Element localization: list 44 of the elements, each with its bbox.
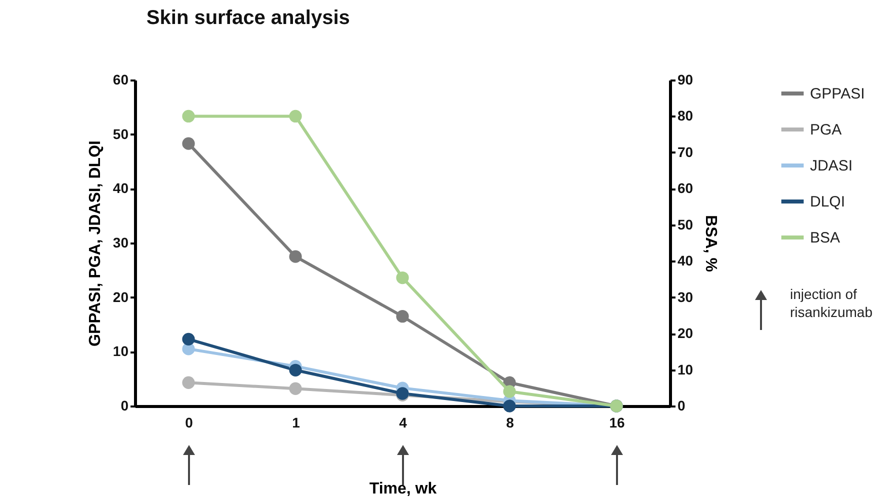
x-tick-label: 1 <box>292 414 300 430</box>
y2-tick-label: 60 <box>678 180 694 196</box>
point <box>182 110 195 123</box>
x-tick-label: 4 <box>399 414 408 430</box>
text: injection of risankizumab <box>790 285 874 321</box>
legend-label: BSA <box>810 230 840 246</box>
y-tick-label: 30 <box>112 234 129 250</box>
point <box>289 364 302 376</box>
point <box>396 310 409 323</box>
y-tick-label: 0 <box>120 398 129 414</box>
x-tick-label: 0 <box>185 414 194 430</box>
legend-label: PGA <box>810 122 842 138</box>
y-tick-label: 50 <box>112 126 129 142</box>
legend-label: JDASI <box>810 158 853 174</box>
y2-tick-label: 80 <box>678 108 694 124</box>
x-tick-label: 8 <box>506 414 514 430</box>
y2-tick-label: 10 <box>678 361 694 378</box>
y-tick-label: 10 <box>112 343 129 360</box>
point <box>396 271 409 284</box>
y2-tick-label: 70 <box>678 144 694 160</box>
y-tick-label: 40 <box>112 180 129 196</box>
y-tick-label: 20 <box>112 288 129 305</box>
y2-tick-label: 40 <box>678 252 694 269</box>
point <box>289 382 302 395</box>
chart-title: Skin surface analysis <box>146 7 350 29</box>
y2-axis-title: BSA, % <box>702 215 720 272</box>
point <box>182 332 195 346</box>
y2-tick-label: 0 <box>678 398 686 414</box>
point <box>289 110 302 123</box>
legend-label: GPPASI <box>810 86 865 102</box>
point <box>503 385 516 398</box>
point <box>182 376 195 389</box>
y2-tick-label: 20 <box>678 325 694 342</box>
legend-label: DLQI <box>810 194 846 210</box>
y-tick-label: 60 <box>112 72 129 88</box>
point <box>289 250 302 263</box>
y2-tick-label: 30 <box>678 288 694 305</box>
x-tick-label: 16 <box>609 414 625 430</box>
x-axis-title: Time, wk <box>369 480 437 498</box>
y2-tick-label: 50 <box>678 216 694 232</box>
point <box>182 137 195 150</box>
y2-tick-label: 90 <box>678 72 694 88</box>
y-axis-title: GPPASI, PGA, JDASI, DLQI <box>86 140 104 346</box>
point <box>503 400 516 412</box>
